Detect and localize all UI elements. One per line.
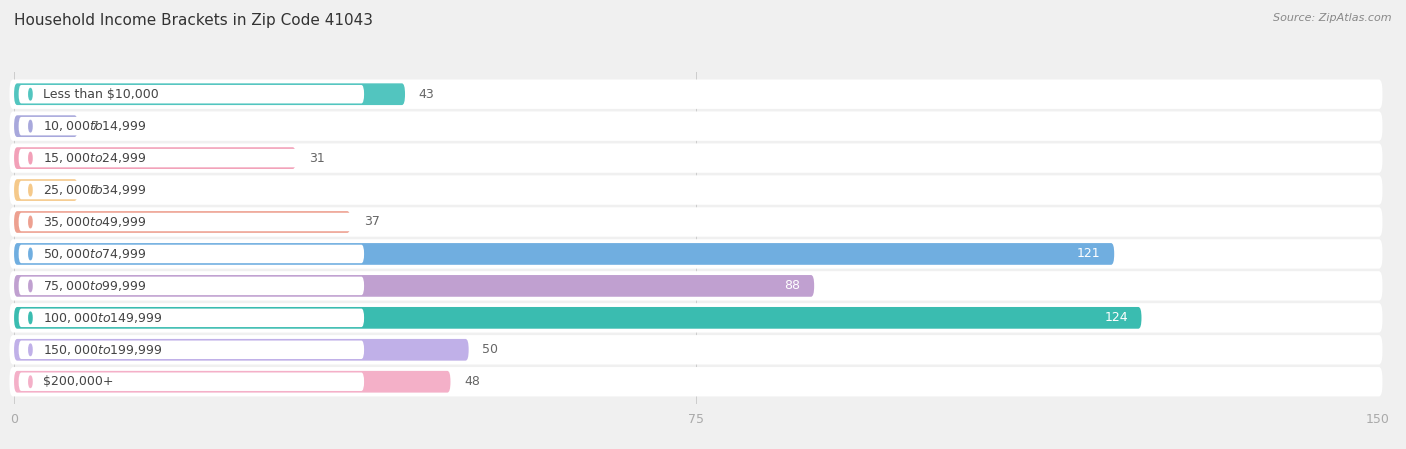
Text: Source: ZipAtlas.com: Source: ZipAtlas.com	[1274, 13, 1392, 23]
FancyBboxPatch shape	[14, 275, 814, 297]
FancyBboxPatch shape	[18, 277, 364, 295]
FancyBboxPatch shape	[14, 371, 450, 392]
FancyBboxPatch shape	[10, 335, 1382, 365]
FancyBboxPatch shape	[14, 243, 1114, 265]
Text: 121: 121	[1077, 247, 1101, 260]
Text: 31: 31	[309, 152, 325, 165]
FancyBboxPatch shape	[10, 79, 1382, 109]
FancyBboxPatch shape	[14, 147, 295, 169]
Circle shape	[28, 248, 32, 260]
FancyBboxPatch shape	[10, 239, 1382, 269]
FancyBboxPatch shape	[10, 176, 1382, 205]
Text: $50,000 to $74,999: $50,000 to $74,999	[44, 247, 146, 261]
Text: $15,000 to $24,999: $15,000 to $24,999	[44, 151, 146, 165]
FancyBboxPatch shape	[10, 207, 1382, 237]
FancyBboxPatch shape	[18, 373, 364, 391]
FancyBboxPatch shape	[10, 143, 1382, 173]
FancyBboxPatch shape	[14, 84, 405, 105]
Circle shape	[28, 184, 32, 196]
FancyBboxPatch shape	[18, 149, 364, 167]
FancyBboxPatch shape	[18, 85, 364, 103]
Text: 7: 7	[91, 184, 100, 197]
Text: $25,000 to $34,999: $25,000 to $34,999	[44, 183, 146, 197]
Text: $200,000+: $200,000+	[44, 375, 114, 388]
FancyBboxPatch shape	[10, 271, 1382, 300]
FancyBboxPatch shape	[14, 307, 1142, 329]
Circle shape	[28, 312, 32, 324]
Circle shape	[28, 152, 32, 164]
Circle shape	[28, 344, 32, 356]
FancyBboxPatch shape	[18, 117, 364, 136]
FancyBboxPatch shape	[18, 245, 364, 263]
FancyBboxPatch shape	[18, 213, 364, 231]
FancyBboxPatch shape	[14, 179, 77, 201]
FancyBboxPatch shape	[18, 308, 364, 327]
Text: $100,000 to $149,999: $100,000 to $149,999	[44, 311, 163, 325]
Text: 7: 7	[91, 119, 100, 132]
Text: 88: 88	[785, 279, 800, 292]
Text: Household Income Brackets in Zip Code 41043: Household Income Brackets in Zip Code 41…	[14, 13, 373, 28]
Circle shape	[28, 376, 32, 387]
Text: $10,000 to $14,999: $10,000 to $14,999	[44, 119, 146, 133]
FancyBboxPatch shape	[14, 339, 468, 361]
FancyBboxPatch shape	[14, 115, 77, 137]
FancyBboxPatch shape	[10, 367, 1382, 396]
FancyBboxPatch shape	[18, 340, 364, 359]
Text: $150,000 to $199,999: $150,000 to $199,999	[44, 343, 163, 357]
Text: 48: 48	[464, 375, 479, 388]
Circle shape	[28, 216, 32, 228]
Text: 37: 37	[364, 216, 380, 229]
FancyBboxPatch shape	[10, 303, 1382, 333]
Text: 50: 50	[482, 343, 498, 357]
Circle shape	[28, 280, 32, 292]
Text: 43: 43	[419, 88, 434, 101]
FancyBboxPatch shape	[14, 211, 350, 233]
Text: Less than $10,000: Less than $10,000	[44, 88, 159, 101]
Circle shape	[28, 120, 32, 132]
FancyBboxPatch shape	[18, 181, 364, 199]
Text: $75,000 to $99,999: $75,000 to $99,999	[44, 279, 146, 293]
Text: $35,000 to $49,999: $35,000 to $49,999	[44, 215, 146, 229]
Circle shape	[28, 88, 32, 100]
Text: 124: 124	[1104, 311, 1128, 324]
FancyBboxPatch shape	[10, 111, 1382, 141]
